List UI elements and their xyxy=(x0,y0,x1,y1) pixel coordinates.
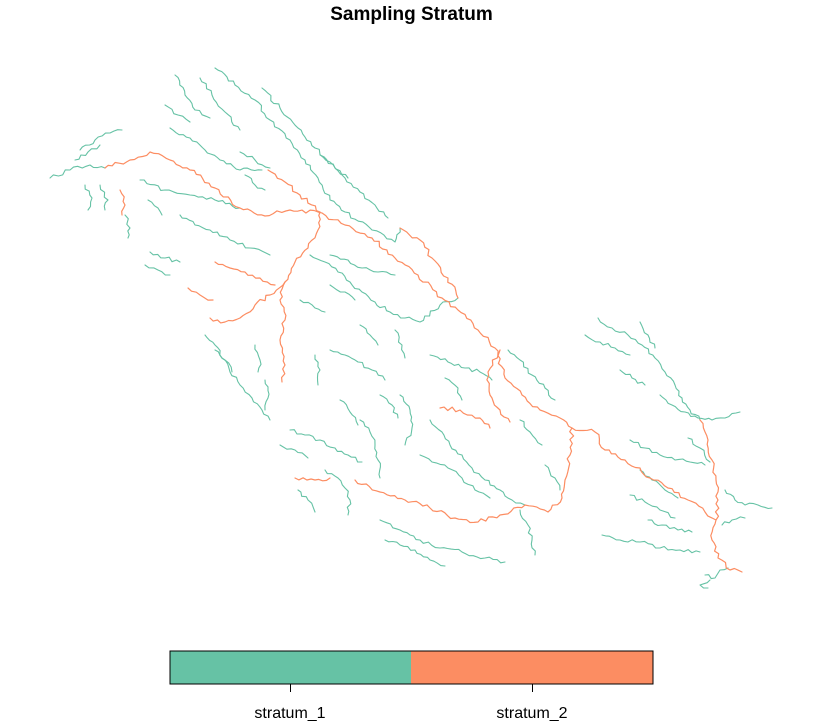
stratum-2-stream-3 xyxy=(209,281,286,324)
stratum-2-stream-10 xyxy=(699,419,720,521)
stratum-1-stream-39 xyxy=(339,399,359,426)
legend-swatch-stratum-2 xyxy=(411,651,653,684)
stratum-1-stream-47 xyxy=(507,349,556,401)
stratum-1-streams xyxy=(49,67,773,589)
stratum-1-stream-35 xyxy=(444,377,463,401)
stratum-1-stream-17 xyxy=(179,214,271,256)
stratum-2-stream-5 xyxy=(187,287,214,301)
stratum-1-stream-58 xyxy=(647,519,693,533)
stratum-1-stream-60 xyxy=(724,489,773,510)
stratum-1-stream-46 xyxy=(519,509,536,556)
stratum-1-stream-36 xyxy=(429,419,526,506)
stratum-1-stream-11 xyxy=(199,77,241,131)
stratum-1-stream-26 xyxy=(329,284,356,301)
stratum-1-stream-45 xyxy=(384,539,446,567)
stratum-1-stream-41 xyxy=(279,444,309,459)
stratum-1-stream-64 xyxy=(687,437,711,463)
stratum-1-stream-12 xyxy=(214,67,401,243)
stratum-1-stream-24 xyxy=(309,254,459,323)
legend-border xyxy=(169,650,654,685)
stratum-1-stream-37 xyxy=(419,454,491,499)
stratum-1-stream-2 xyxy=(74,144,101,161)
stratum-1-stream-61 xyxy=(721,516,746,526)
stratum-1-stream-31 xyxy=(394,329,406,359)
stratum-1-stream-63 xyxy=(699,579,711,589)
stratum-1-stream-19 xyxy=(144,264,171,276)
stratum-1-stream-23 xyxy=(264,379,270,411)
stratum-1-stream-0 xyxy=(49,164,106,179)
stratum-2-stream-6 xyxy=(399,227,459,299)
stratum-1-stream-49 xyxy=(544,464,561,491)
stratum-2-stream-1 xyxy=(267,169,321,213)
stratum-1-stream-38 xyxy=(359,419,381,479)
stratum-1-stream-57 xyxy=(629,494,676,519)
stratum-1-stream-33 xyxy=(379,394,399,419)
legend-swatch-stratum-1 xyxy=(170,651,411,684)
stratum-1-stream-34 xyxy=(429,354,493,381)
stratum-1-stream-28 xyxy=(329,349,386,381)
stratum-1-stream-9 xyxy=(164,104,191,123)
stratum-1-stream-27 xyxy=(299,299,326,313)
stratum-1-stream-15 xyxy=(239,151,271,169)
stratum-1-stream-62 xyxy=(704,567,729,580)
stratum-2-stream-9 xyxy=(571,427,743,573)
stratum-1-stream-14 xyxy=(319,154,349,179)
stratum-1-stream-4 xyxy=(99,184,109,211)
stratum-1-stream-3 xyxy=(84,184,93,211)
stratum-2-stream-8 xyxy=(439,406,491,429)
stratum-1-stream-56 xyxy=(639,469,679,499)
stratum-2-stream-2 xyxy=(279,211,321,383)
stratum-1-stream-16 xyxy=(244,174,266,191)
stratum-1-stream-51 xyxy=(597,317,701,421)
stratum-2-streams xyxy=(104,151,743,573)
stratum-2-stream-0 xyxy=(104,151,575,524)
stratum-1-stream-1 xyxy=(79,129,123,151)
stratum-1-stream-59 xyxy=(601,534,701,554)
map-title: Sampling Stratum xyxy=(330,4,493,25)
stratum-1-stream-5 xyxy=(124,214,131,239)
stratum-1-stream-18 xyxy=(149,251,181,263)
legend-label-stratum-2: stratum_2 xyxy=(496,705,568,722)
color-legend xyxy=(169,650,654,692)
stratum-1-stream-8 xyxy=(174,74,211,119)
stratum-1-stream-20 xyxy=(204,334,271,421)
stratum-1-stream-42 xyxy=(324,469,352,516)
stratum-1-stream-7 xyxy=(147,199,163,216)
stratum-1-stream-53 xyxy=(619,369,646,386)
stratum-1-stream-10 xyxy=(169,127,263,172)
stratum-1-stream-55 xyxy=(629,439,706,466)
stratum-1-stream-52 xyxy=(639,321,656,349)
stratum-2-stream-7 xyxy=(486,349,511,423)
stratum-1-stream-21 xyxy=(214,349,233,373)
stratum-1-stream-40 xyxy=(289,429,363,463)
stratum-1-stream-48 xyxy=(519,419,543,446)
stratum-1-stream-29 xyxy=(314,354,321,386)
stratum-2-stream-11 xyxy=(294,477,331,482)
stratum-1-stream-50 xyxy=(584,334,631,356)
stratum-2-stream-12 xyxy=(119,189,126,216)
stratum-1-stream-25 xyxy=(329,254,396,276)
stratum-1-stream-6 xyxy=(139,179,241,210)
stratum-1-stream-43 xyxy=(297,489,316,513)
legend-label-stratum-1: stratum_1 xyxy=(254,705,326,722)
stratum-1-stream-32 xyxy=(399,394,414,446)
stratum-1-stream-30 xyxy=(359,324,379,346)
stratum-2-stream-4 xyxy=(214,261,276,286)
stratum-1-stream-13 xyxy=(261,87,389,219)
stratum-1-stream-44 xyxy=(379,519,506,564)
stratum-1-stream-22 xyxy=(254,344,262,373)
stratum-1-stream-54 xyxy=(659,394,741,421)
